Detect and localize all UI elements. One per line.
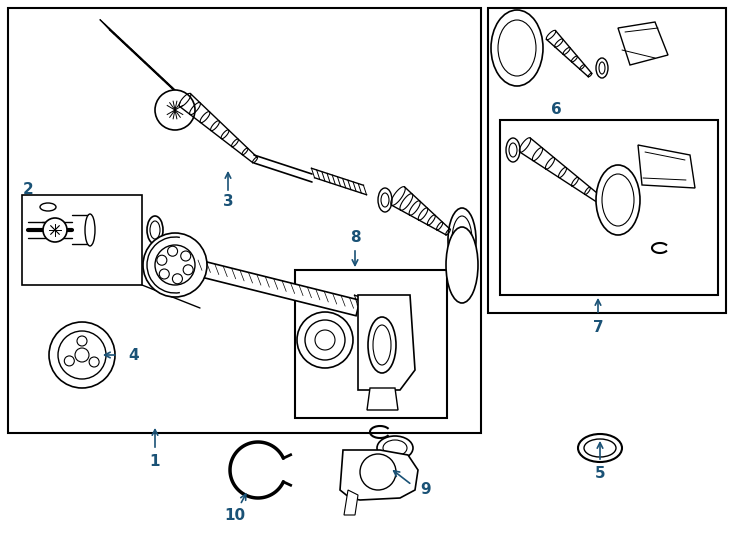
Circle shape (155, 245, 195, 285)
Ellipse shape (368, 317, 396, 373)
Text: 9: 9 (420, 483, 431, 497)
Ellipse shape (150, 221, 160, 239)
Bar (22, 195, 142, 285)
Circle shape (143, 233, 207, 297)
Ellipse shape (147, 216, 163, 244)
Bar (8, 8, 481, 433)
Polygon shape (618, 22, 668, 65)
Text: 3: 3 (222, 194, 233, 210)
Circle shape (49, 322, 115, 388)
Ellipse shape (446, 227, 478, 303)
Text: 7: 7 (592, 321, 603, 335)
Circle shape (167, 246, 178, 256)
Circle shape (157, 255, 167, 265)
Ellipse shape (452, 216, 472, 264)
Ellipse shape (383, 440, 407, 456)
Ellipse shape (506, 138, 520, 162)
Ellipse shape (602, 174, 634, 226)
Text: 5: 5 (595, 467, 606, 482)
Bar (500, 120, 718, 295)
Bar (295, 270, 447, 418)
Bar (488, 8, 726, 313)
Polygon shape (196, 260, 360, 316)
Ellipse shape (373, 325, 391, 365)
Text: 4: 4 (128, 348, 139, 362)
Ellipse shape (578, 434, 622, 462)
Polygon shape (367, 388, 398, 410)
Ellipse shape (377, 436, 413, 460)
Circle shape (305, 320, 345, 360)
Ellipse shape (584, 439, 616, 457)
Circle shape (184, 265, 193, 275)
Text: 1: 1 (150, 455, 160, 469)
Circle shape (297, 312, 353, 368)
Ellipse shape (599, 62, 605, 74)
Ellipse shape (509, 143, 517, 157)
Circle shape (315, 330, 335, 350)
Circle shape (75, 348, 89, 362)
Circle shape (65, 356, 74, 366)
Ellipse shape (596, 165, 640, 235)
Ellipse shape (40, 203, 56, 211)
Text: 2: 2 (23, 183, 33, 198)
Ellipse shape (381, 193, 389, 207)
Polygon shape (638, 145, 695, 188)
Circle shape (159, 269, 170, 279)
Ellipse shape (498, 20, 536, 76)
Circle shape (360, 454, 396, 490)
Circle shape (155, 90, 195, 130)
Text: 6: 6 (550, 103, 562, 118)
Polygon shape (344, 490, 358, 515)
Circle shape (58, 331, 106, 379)
Circle shape (77, 336, 87, 346)
Polygon shape (358, 295, 415, 390)
Ellipse shape (491, 10, 543, 86)
Circle shape (43, 218, 67, 242)
Text: 8: 8 (349, 231, 360, 246)
Ellipse shape (596, 58, 608, 78)
Ellipse shape (85, 214, 95, 246)
Circle shape (89, 357, 99, 367)
Ellipse shape (448, 208, 476, 272)
Ellipse shape (378, 188, 392, 212)
Polygon shape (340, 450, 418, 500)
Circle shape (172, 274, 183, 284)
Circle shape (181, 251, 191, 261)
Text: 10: 10 (225, 508, 246, 523)
